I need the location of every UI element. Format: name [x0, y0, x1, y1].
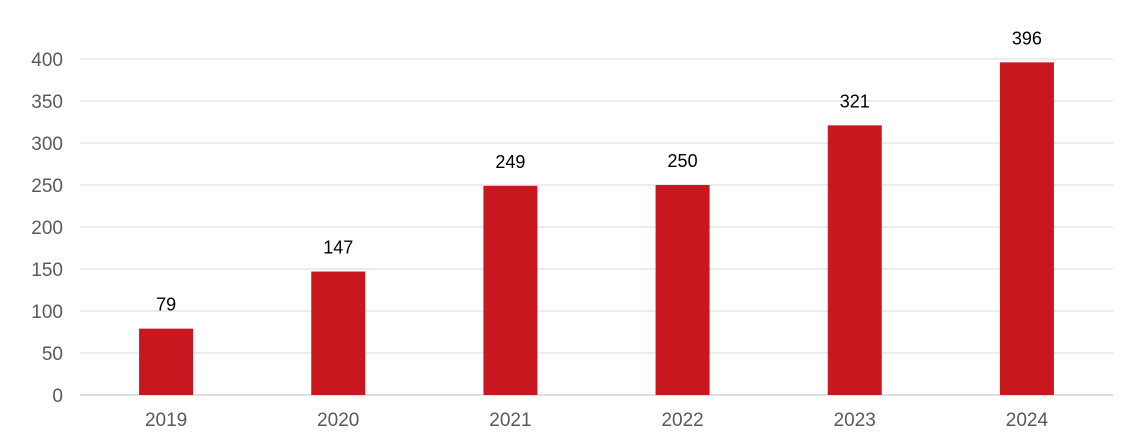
bars — [139, 62, 1054, 396]
bar-2020 — [311, 271, 366, 395]
bar-2019 — [139, 328, 194, 395]
data-label-2020: 147 — [323, 238, 353, 258]
y-tick-label-200: 200 — [31, 218, 63, 239]
bar-2023 — [827, 125, 882, 396]
x-tick-label-2020: 2020 — [317, 410, 359, 431]
y-tick-label-400: 400 — [31, 50, 63, 71]
data-label-2024: 396 — [1012, 28, 1042, 48]
data-label-2022: 250 — [668, 151, 698, 171]
x-tick-label-2021: 2021 — [489, 410, 531, 431]
data-label-2023: 321 — [840, 91, 870, 111]
bar-2022 — [655, 185, 710, 395]
x-tick-label-2024: 2024 — [1006, 410, 1049, 431]
x-tick-label-2023: 2023 — [834, 410, 876, 431]
y-axis-tick-labels: 0 50 100 150 200 250 300 350 400 — [31, 50, 63, 407]
x-axis-tick-labels: 2019 2020 2021 2022 2023 2024 — [145, 410, 1049, 431]
y-tick-label-300: 300 — [31, 134, 63, 155]
gridlines — [80, 58, 1113, 396]
bar-2024 — [999, 62, 1054, 396]
x-tick-label-2022: 2022 — [661, 410, 703, 431]
y-tick-label-50: 50 — [42, 344, 63, 365]
y-tick-label-150: 150 — [31, 260, 63, 281]
data-label-2019: 79 — [156, 295, 176, 315]
data-labels: 79 147 249 250 321 396 — [156, 28, 1042, 314]
bar-2021 — [483, 185, 538, 395]
y-tick-label-350: 350 — [31, 92, 63, 113]
y-tick-label-0: 0 — [52, 386, 63, 407]
y-tick-label-250: 250 — [31, 176, 63, 197]
x-tick-label-2019: 2019 — [145, 410, 187, 431]
y-tick-label-100: 100 — [31, 302, 63, 323]
data-label-2021: 249 — [495, 152, 525, 172]
